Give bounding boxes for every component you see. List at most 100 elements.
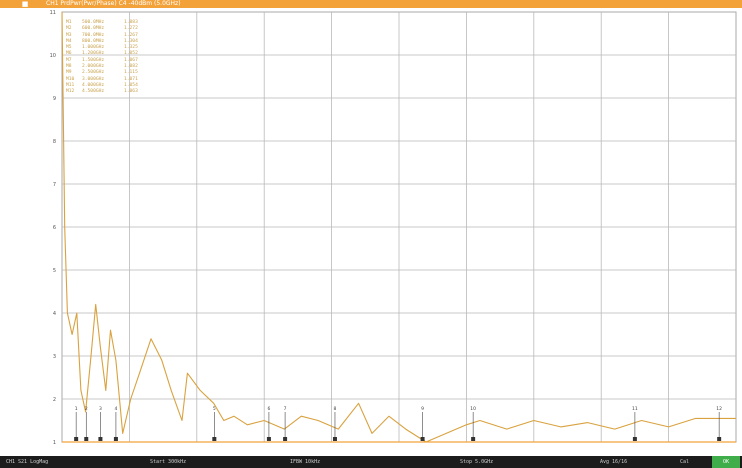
marker-label: 10 (470, 406, 476, 412)
marker-table-cell: 1.115 (124, 70, 138, 76)
marker-table-row: M5 1.000GHz 1.325 (66, 45, 154, 51)
marker-table-row: M3 700.0MHz 1.267 (66, 33, 154, 39)
marker-flag (113, 437, 118, 441)
marker-table-cell: 1.067 (124, 57, 138, 63)
marker-table-row: M8 2.000GHz 1.082 (66, 64, 154, 70)
marker-label: 1 (75, 406, 78, 412)
app-icon[interactable]: ■ (21, 0, 29, 8)
marker-flag (98, 437, 103, 441)
marker-label: 9 (421, 406, 424, 412)
marker-table-cell: 2.500GHz (82, 70, 105, 76)
marker-table-cell: 600.0MHz (82, 26, 105, 32)
marker-table-cell: M12 (66, 89, 75, 95)
trace-line (61, 11, 736, 443)
y-tick-label: 8 (53, 139, 56, 145)
status-cal[interactable]: Cal (680, 459, 690, 465)
marker-table-row: M7 1.500GHz 1.067 (66, 58, 154, 64)
marker-table-cell: M2 (66, 26, 72, 32)
marker-flag (332, 437, 337, 441)
marker-table-cell: M7 (66, 57, 72, 63)
y-tick-label: 5 (53, 268, 56, 274)
window-title: CH1 PrdPwr(Pwr/Phase) C4 -40dBm (5.0GHz) (46, 0, 181, 7)
marker-table-row: M12 4.500GHz 1.063 (66, 89, 154, 95)
marker-flag (212, 437, 217, 441)
y-tick-label: 2 (53, 397, 56, 403)
marker-label: 7 (284, 406, 287, 412)
y-tick-label: 3 (53, 354, 56, 360)
marker-label: 3 (99, 406, 102, 412)
marker-table-cell: M6 (66, 51, 72, 57)
marker-table-row: M11 4.000GHz 1.054 (66, 83, 154, 89)
status-stop[interactable]: Stop 5.0GHz (460, 459, 494, 465)
marker-label: 6 (267, 406, 270, 412)
marker-table-row: M6 1.200GHz 1.052 (66, 51, 154, 57)
marker-table-cell: M11 (66, 82, 75, 88)
marker-table-cell: 1.883 (124, 20, 138, 25)
status-start[interactable]: Start 300kHz (150, 459, 187, 465)
marker-table-cell: 1.052 (124, 51, 138, 57)
marker-table-cell: 1.054 (124, 82, 138, 88)
marker-table-cell: 4.000GHz (82, 82, 105, 88)
marker-table-cell: M9 (66, 70, 72, 76)
status-channel[interactable]: CH1 S21 LogMag (6, 459, 49, 465)
marker-table-cell: 4.500GHz (82, 89, 105, 95)
marker-table-cell: M4 (66, 38, 72, 44)
y-tick-label: 4 (53, 311, 56, 317)
marker-table-row: M9 2.500GHz 1.115 (66, 70, 154, 76)
status-bar: CH1 S21 LogMag Start 300kHz IFBW 10kHz S… (0, 456, 742, 468)
marker-flag (283, 437, 288, 441)
marker-table-row: M1 500.0MHz 1.883 (66, 20, 154, 26)
marker-table-row: M2 600.0MHz 1.272 (66, 26, 154, 32)
y-tick-label: 7 (53, 182, 56, 188)
marker-table-cell: 1.500GHz (82, 57, 105, 63)
marker-table-cell: 800.0MHz (82, 38, 105, 44)
marker-table-cell: M5 (66, 45, 72, 51)
marker-label: 5 (213, 406, 216, 412)
marker-table-cell: 1.304 (124, 38, 138, 44)
marker-table-cell: 1.000GHz (82, 45, 105, 51)
marker-table-cell: 1.267 (124, 32, 138, 38)
title-bar: ■ CH1 PrdPwr(Pwr/Phase) C4 -40dBm (5.0GH… (0, 0, 742, 8)
marker-table-cell: 3.000GHz (82, 76, 105, 82)
marker-table-cell: 1.325 (124, 45, 138, 51)
marker-table-cell: 1.272 (124, 26, 138, 32)
marker-flag (266, 437, 271, 441)
status-ifbw[interactable]: IFBW 10kHz (290, 459, 321, 465)
trace-layer (61, 11, 736, 443)
marker-label: 2 (85, 406, 88, 412)
marker-table-cell: 1.063 (124, 89, 138, 95)
y-tick-label: 6 (53, 225, 56, 231)
marker-flag (632, 437, 637, 441)
marker-table-cell: 1.082 (124, 64, 138, 70)
marker-label: 8 (334, 406, 337, 412)
marker-table-cell: M3 (66, 32, 72, 38)
status-ok-badge[interactable]: OK (712, 456, 740, 468)
marker-table-cell: M8 (66, 64, 72, 70)
marker-flag (420, 437, 425, 441)
status-avg[interactable]: Avg 16/16 (600, 459, 628, 465)
marker-table-cell: 1.200GHz (82, 51, 105, 57)
marker-label: 4 (114, 406, 117, 412)
marker-label: 11 (632, 406, 638, 412)
y-tick-label: 10 (50, 53, 56, 59)
marker-table-row: M10 3.000GHz 1.071 (66, 77, 154, 83)
y-tick-label: 1 (53, 440, 56, 446)
marker-flag (717, 437, 722, 441)
marker-flag (74, 437, 79, 441)
y-tick-label: 11 (50, 10, 56, 16)
marker-readout-table: M1 500.0MHz 1.883 M2 600.0MHz 1.272 M3 700.0MHz… (66, 20, 154, 96)
y-axis-ticks: 1 2 3 4 5 6 7 8 9 10 11 (50, 10, 56, 446)
marker-table-cell: 500.0MHz (82, 20, 105, 25)
grid (62, 12, 736, 442)
y-tick-label: 9 (53, 96, 56, 102)
marker-table-cell: 700.0MHz (82, 32, 105, 38)
marker-layer: 1 2 3 4 5 6 7 8 9 10 11 12 (74, 406, 722, 441)
marker-label: 12 (716, 406, 722, 412)
marker-flag (471, 437, 476, 441)
marker-table-cell: M1 (66, 20, 72, 25)
marker-flag (84, 437, 89, 441)
marker-table-cell: 1.071 (124, 76, 138, 82)
marker-table-cell: 2.000GHz (82, 64, 105, 70)
